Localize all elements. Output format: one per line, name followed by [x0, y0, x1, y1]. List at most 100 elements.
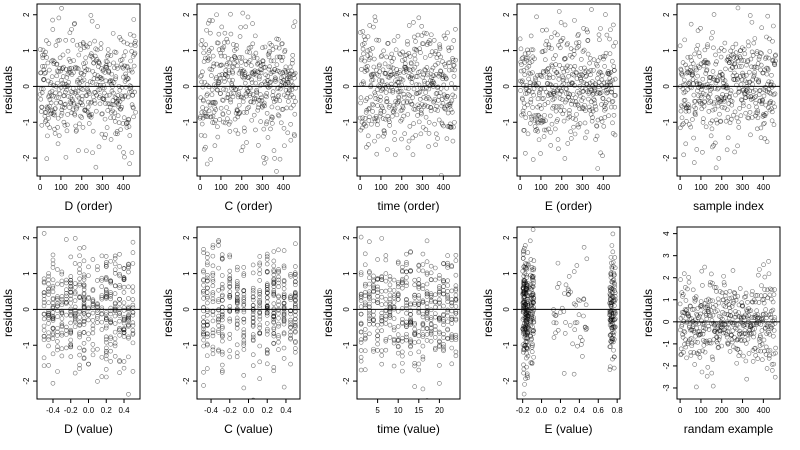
data-point: [685, 286, 690, 292]
data-point: [449, 300, 455, 306]
data-point: [372, 138, 377, 144]
data-point: [223, 87, 229, 93]
data-point: [216, 330, 221, 335]
data-point: [739, 58, 745, 63]
data-point: [55, 295, 60, 301]
data-point: [51, 83, 56, 88]
data-point: [556, 76, 562, 82]
data-point: [63, 296, 69, 302]
data-points: [201, 238, 298, 399]
data-point: [108, 53, 114, 58]
y-tick-label: -2: [182, 154, 191, 162]
data-point: [49, 88, 55, 94]
data-point: [556, 146, 561, 152]
data-point: [593, 107, 599, 112]
data-point: [400, 269, 405, 275]
data-point: [210, 344, 216, 350]
data-point: [680, 73, 685, 78]
data-point: [281, 317, 287, 323]
data-point: [209, 73, 214, 78]
data-point: [59, 310, 65, 315]
data-point: [753, 353, 758, 358]
data-point: [679, 122, 685, 128]
data-point: [734, 322, 739, 328]
data-point: [581, 47, 587, 53]
data-point: [383, 271, 389, 276]
data-point: [201, 333, 206, 338]
data-point: [395, 291, 401, 296]
data-point: [710, 312, 716, 318]
data-point: [437, 343, 442, 348]
data-point: [681, 90, 687, 96]
data-point: [727, 288, 733, 294]
data-point: [86, 99, 91, 105]
data-point: [271, 148, 277, 153]
data-point: [91, 98, 97, 104]
data-point: [768, 79, 774, 85]
data-point: [525, 346, 531, 352]
x-tick-label: 0.0: [83, 406, 95, 415]
data-point: [678, 108, 684, 114]
data-point: [367, 295, 372, 300]
data-point: [127, 133, 133, 138]
data-point: [77, 80, 82, 86]
data-point: [580, 354, 585, 359]
data-point: [368, 94, 373, 100]
data-point: [122, 79, 128, 84]
data-point: [383, 288, 389, 294]
plot-frame: [516, 3, 621, 177]
data-point: [68, 354, 74, 359]
data-point: [288, 297, 294, 302]
data-point: [571, 301, 577, 307]
data-point: [387, 123, 392, 128]
data-point: [432, 292, 438, 297]
data-point: [57, 37, 62, 43]
data-point: [234, 308, 240, 313]
data-point: [90, 257, 96, 262]
data-point: [764, 139, 770, 145]
data-point: [681, 271, 687, 276]
data-point: [758, 135, 764, 140]
data-point: [108, 348, 113, 354]
data-point: [400, 339, 405, 344]
data-point: [247, 85, 252, 90]
data-point: [205, 114, 210, 119]
data-point: [609, 266, 615, 271]
data-point: [72, 304, 78, 310]
data-point: [262, 103, 267, 109]
data-point: [40, 86, 46, 92]
data-point: [108, 115, 113, 121]
data-point: [117, 301, 122, 307]
data-point: [268, 71, 274, 76]
data-point: [752, 312, 758, 318]
data-point: [121, 326, 127, 331]
data-point: [560, 35, 566, 41]
data-point: [733, 311, 739, 317]
data-point: [584, 27, 590, 33]
data-point: [77, 121, 82, 127]
data-point: [413, 39, 418, 44]
data-point: [119, 57, 125, 62]
data-point: [445, 278, 450, 283]
data-point: [751, 334, 756, 340]
data-point: [564, 91, 569, 96]
data-point: [280, 41, 285, 46]
data-point: [680, 60, 686, 65]
data-point: [281, 309, 287, 315]
data-point: [102, 135, 107, 141]
data-point: [41, 77, 46, 83]
data-point: [126, 322, 131, 328]
data-point: [558, 88, 564, 94]
data-point: [227, 336, 233, 341]
data-point: [79, 97, 85, 102]
data-point: [427, 38, 432, 43]
y-tick-label: 1: [342, 48, 351, 53]
data-point: [60, 104, 65, 110]
y-tick-label: 2: [22, 235, 31, 240]
data-point: [59, 299, 65, 305]
data-point: [383, 296, 389, 302]
data-point: [275, 68, 280, 74]
data-point: [417, 69, 423, 74]
data-point: [236, 92, 241, 98]
data-point: [71, 58, 76, 63]
